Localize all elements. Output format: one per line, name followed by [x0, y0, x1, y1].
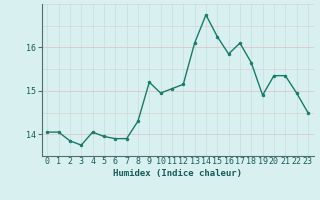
X-axis label: Humidex (Indice chaleur): Humidex (Indice chaleur) — [113, 169, 242, 178]
